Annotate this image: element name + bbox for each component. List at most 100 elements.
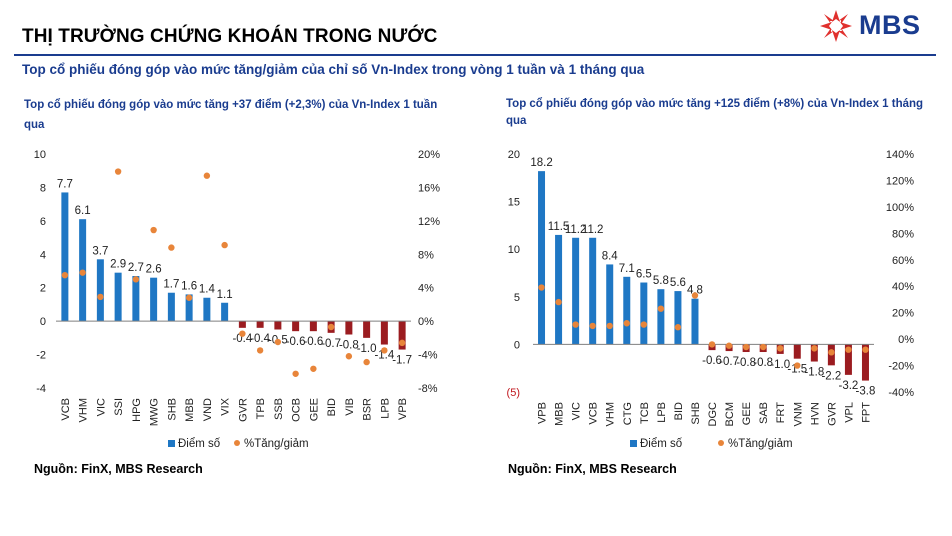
legend-label-markers: %Tăng/giảm (244, 438, 309, 450)
bar-data-label: -1.0 (357, 343, 377, 355)
bar-vpb (398, 321, 406, 350)
y-right-tick-label: 140% (886, 149, 914, 161)
bar-data-label: -1.4 (374, 350, 394, 362)
bar-data-label: -3.8 (856, 386, 876, 398)
category-label-vic: VIC (571, 402, 583, 420)
bar-data-label: -0.4 (232, 333, 252, 345)
marker-ssi (114, 168, 122, 175)
y-right-tick-label: 20% (892, 308, 914, 320)
bar-data-label: -0.6 (286, 336, 306, 348)
category-label-vnm: VNM (792, 402, 804, 426)
category-label-tcb: TCB (639, 402, 651, 424)
marker-fpt (862, 346, 869, 353)
y-right-tick-label: 80% (892, 228, 914, 240)
bar-ctg (623, 276, 631, 345)
bar-gvr (238, 321, 246, 328)
bar-data-label: -2.2 (821, 370, 841, 382)
bar-data-label: 1.7 (163, 279, 179, 291)
y-left-tick-label: 8 (40, 182, 46, 194)
category-label-hvn: HVN (809, 402, 821, 425)
category-label-mbb: MBB (184, 398, 196, 422)
bar-data-label: -0.8 (339, 340, 359, 352)
bar-vnm (793, 344, 801, 359)
bar-mwg (150, 277, 158, 322)
marker-lpb (657, 305, 665, 312)
marker-gee (310, 365, 317, 372)
legend-label-markers: %Tăng/giảm (728, 438, 793, 450)
category-label-sab: SAB (758, 402, 770, 424)
marker-bid (674, 324, 682, 331)
marker-vcb (589, 322, 596, 330)
bar-data-label: -1.8 (804, 367, 824, 379)
category-label-shb: SHB (690, 402, 702, 425)
category-label-fpt: FPT (860, 402, 872, 423)
bar-vcb (589, 237, 597, 345)
category-label-dgc: DGC (707, 402, 719, 427)
source-note-weekly: Nguồn: FinX, MBS Research (34, 462, 203, 476)
category-label-ssb: SSB (273, 398, 285, 420)
bar-vnd (203, 297, 211, 322)
y-left-tick-label: 15 (508, 197, 520, 209)
legend-marker-swatch (234, 440, 240, 446)
y-right-tick-label: -4% (418, 350, 438, 362)
bar-bsr (363, 321, 371, 338)
category-label-ctg: CTG (622, 402, 634, 425)
marker-mwg (150, 226, 157, 234)
bar-data-label: 7.1 (619, 263, 635, 275)
logo-text: MBS (859, 10, 921, 40)
category-label-lpb: LPB (379, 398, 391, 419)
y-left-tick-label: 10 (508, 244, 520, 256)
marker-vpb (538, 284, 545, 291)
bar-shb (167, 292, 175, 322)
category-label-gee: GEE (741, 402, 753, 425)
y-left-tick-label: 10 (34, 149, 46, 161)
category-label-bid: BID (673, 402, 685, 420)
marker-shb (168, 244, 175, 251)
category-label-mwg: MWG (149, 398, 161, 426)
header-divider (14, 54, 936, 56)
bar-bid (674, 291, 682, 345)
marker-vnd (203, 172, 211, 179)
bar-data-label: -0.6 (702, 355, 722, 367)
category-label-vpb: VPB (397, 398, 409, 420)
bar-mbb (185, 294, 193, 322)
category-label-shb: SHB (166, 398, 178, 421)
category-label-vhm: VHM (605, 402, 617, 426)
bar-data-label: 2.7 (128, 262, 144, 274)
marker-sab (759, 343, 767, 351)
marker-bsr (363, 358, 370, 366)
category-label-mbb: MBB (554, 402, 566, 426)
category-label-vpb: VPB (537, 402, 549, 424)
bar-data-label: 11.5 (548, 221, 570, 233)
bar-data-label: -1.5 (787, 364, 807, 376)
bar-data-label: 2.6 (146, 264, 162, 276)
marker-vhm (79, 269, 86, 276)
y-right-tick-label: 4% (418, 283, 434, 295)
category-label-hpg: HPG (131, 398, 143, 422)
bar-vix (221, 302, 229, 322)
y-right-tick-label: 40% (892, 281, 914, 293)
y-right-tick-label: 8% (418, 249, 434, 261)
y-left-tick-label: (5) (507, 387, 520, 399)
marker-mbb (185, 294, 193, 301)
bar-data-label: 2.9 (110, 259, 126, 271)
category-label-frt: FRT (775, 402, 787, 423)
bar-vpl (844, 344, 852, 375)
category-label-vcb: VCB (588, 402, 600, 425)
marker-ssb (274, 338, 282, 346)
page-subtitle: Top cổ phiếu đóng góp vào mức tăng/giảm … (22, 62, 645, 77)
bar-data-label: 1.6 (181, 280, 197, 292)
legend-marker-swatch (718, 440, 724, 446)
bar-data-label: -1.0 (770, 359, 790, 371)
bar-data-label: 11.2 (565, 224, 587, 236)
bar-data-label: 5.8 (653, 275, 669, 287)
category-label-lpb: LPB (656, 402, 668, 423)
marker-vic (97, 293, 104, 301)
y-left-tick-label: 5 (514, 292, 520, 304)
bar-data-label: -0.7 (321, 338, 341, 350)
y-left-tick-label: 0 (40, 316, 46, 328)
mbs-logo: MBS (816, 6, 936, 46)
marker-tpb (256, 347, 264, 354)
marker-hvn (811, 345, 818, 352)
